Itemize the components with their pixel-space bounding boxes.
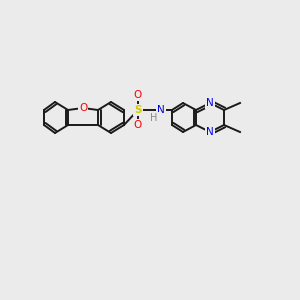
Text: N: N [206, 98, 214, 108]
Text: S: S [134, 105, 142, 115]
Text: O: O [134, 120, 142, 130]
Text: N: N [206, 127, 214, 137]
Text: O: O [134, 90, 142, 100]
Text: O: O [79, 103, 87, 113]
Text: H: H [150, 113, 158, 123]
Text: N: N [157, 105, 165, 115]
